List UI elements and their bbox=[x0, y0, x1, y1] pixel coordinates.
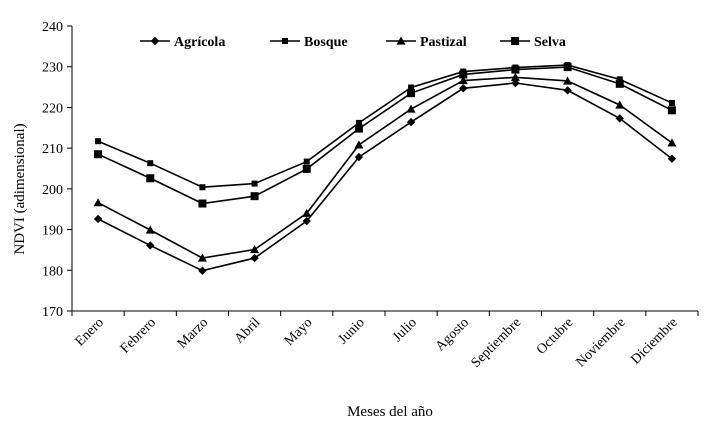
x-tick-label: Julio bbox=[390, 315, 420, 345]
data-point bbox=[615, 100, 625, 109]
data-point bbox=[93, 214, 103, 224]
data-point bbox=[95, 138, 102, 145]
data-point bbox=[406, 104, 416, 113]
legend-item: Bosque bbox=[270, 35, 348, 50]
data-point bbox=[197, 253, 207, 262]
data-point bbox=[511, 65, 520, 74]
data-point bbox=[146, 241, 155, 250]
legend-item: Agrícola bbox=[140, 35, 225, 50]
legend-label: Agrícola bbox=[174, 35, 225, 50]
y-axis-title: NDVI (adimensional) bbox=[12, 123, 28, 254]
data-point bbox=[355, 119, 362, 126]
x-tick-label: Agosto bbox=[433, 315, 472, 354]
series-line bbox=[97, 82, 673, 272]
series-line bbox=[97, 64, 673, 189]
y-tick-label: 230 bbox=[42, 61, 63, 76]
legend: Agrícola Bosque Pastizal Selva bbox=[140, 35, 566, 50]
data-point bbox=[302, 208, 312, 217]
data-point bbox=[406, 117, 416, 127]
data-point bbox=[146, 174, 155, 183]
x-tick-label: Septiembre bbox=[469, 315, 525, 371]
data-point bbox=[250, 192, 259, 201]
legend-item: Selva bbox=[500, 35, 566, 50]
data-point bbox=[407, 89, 416, 98]
data-point bbox=[459, 84, 468, 93]
y-tick-label: 240 bbox=[42, 20, 63, 35]
series-3 bbox=[93, 72, 677, 262]
data-point bbox=[668, 99, 675, 106]
data-point bbox=[302, 164, 311, 173]
series-4 bbox=[94, 63, 676, 208]
data-point bbox=[563, 63, 572, 72]
y-tick-label: 170 bbox=[42, 305, 63, 320]
x-tick-label: Noviembre bbox=[573, 315, 628, 370]
data-point bbox=[667, 154, 677, 163]
data-point bbox=[354, 140, 364, 149]
data-point bbox=[616, 76, 623, 83]
y-tick-label: 210 bbox=[42, 142, 63, 157]
data-point bbox=[615, 79, 624, 88]
data-point bbox=[667, 106, 676, 115]
x-tick-label: Junio bbox=[336, 315, 368, 347]
data-point bbox=[459, 70, 468, 79]
data-point bbox=[615, 114, 624, 123]
x-tick-label: Enero bbox=[73, 315, 107, 349]
data-point bbox=[93, 198, 103, 207]
data-point bbox=[667, 138, 677, 147]
legend-label: Bosque bbox=[304, 35, 348, 50]
series-line bbox=[97, 66, 673, 205]
data-point bbox=[199, 184, 206, 191]
legend-marker bbox=[511, 37, 519, 45]
data-point bbox=[250, 253, 259, 263]
x-tick-label: Mayo bbox=[282, 315, 316, 349]
y-tick-labels: 170 180 190 200 210 220 230 240 bbox=[42, 20, 63, 320]
x-axis-title: Meses del año bbox=[347, 404, 433, 420]
x-tick-label: Abril bbox=[232, 315, 264, 347]
data-point bbox=[563, 86, 572, 95]
legend-label: Pastizal bbox=[420, 35, 467, 50]
legend-label: Selva bbox=[534, 35, 566, 50]
x-tick-labels: Enero Febrero Marzo Abril Mayo Junio Julio Agos… bbox=[73, 315, 681, 371]
x-tick-label: Diciembre bbox=[628, 315, 680, 367]
x-tick-label: Marzo bbox=[175, 315, 211, 351]
y-tick-label: 190 bbox=[42, 224, 63, 239]
x-tick-label: Octubre bbox=[534, 315, 576, 357]
data-point bbox=[251, 180, 258, 187]
data-point bbox=[303, 158, 310, 165]
legend-marker bbox=[282, 38, 288, 44]
data-point bbox=[145, 225, 155, 234]
series-line bbox=[97, 76, 673, 259]
x-tick-label: Febrero bbox=[118, 315, 159, 356]
y-tick-label: 200 bbox=[42, 183, 63, 198]
y-tick-label: 220 bbox=[42, 101, 63, 116]
series-layer bbox=[93, 62, 677, 275]
y-tick-label: 180 bbox=[42, 264, 63, 279]
data-point bbox=[302, 216, 311, 226]
data-point bbox=[147, 160, 154, 167]
axes bbox=[67, 25, 699, 316]
data-point bbox=[563, 76, 573, 85]
legend-marker bbox=[396, 36, 406, 45]
data-point bbox=[354, 152, 364, 162]
data-point bbox=[198, 266, 207, 275]
data-point bbox=[510, 72, 520, 81]
data-point bbox=[408, 84, 415, 91]
data-point bbox=[250, 245, 260, 254]
series-1 bbox=[93, 78, 677, 275]
legend-marker bbox=[150, 36, 160, 46]
legend-item: Pastizal bbox=[386, 35, 467, 50]
data-point bbox=[354, 124, 363, 133]
data-point bbox=[94, 150, 103, 159]
data-point bbox=[458, 76, 468, 85]
data-point bbox=[198, 199, 207, 208]
